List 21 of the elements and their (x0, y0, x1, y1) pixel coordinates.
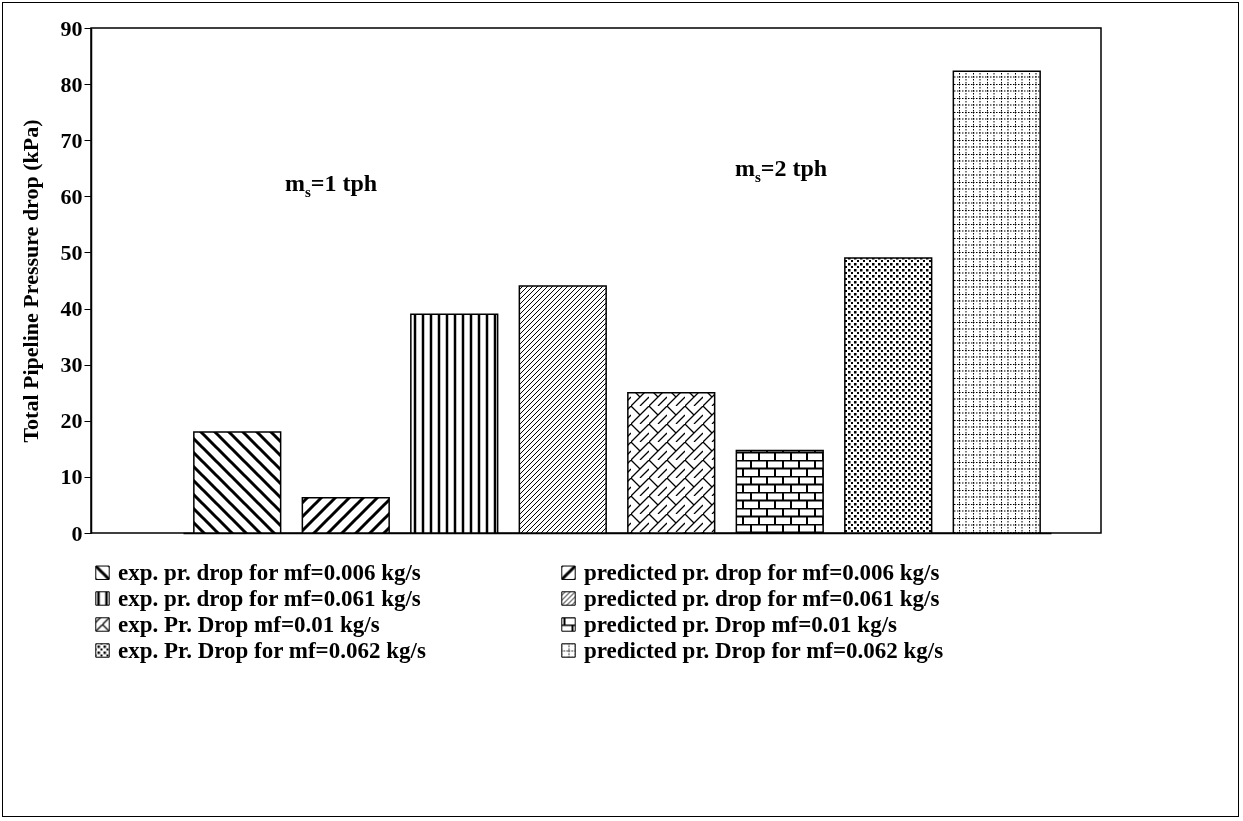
y-tick-label: 0 (71, 520, 83, 546)
y-tick-label: 40 (60, 296, 83, 322)
legend-label: predicted pr. Drop mf=0.01 kg/s (584, 611, 898, 637)
y-tick-label: 10 (60, 464, 83, 490)
legend-label: predicted pr. Drop for mf=0.062 kg/s (584, 637, 944, 663)
y-tick-label: 20 (60, 408, 83, 434)
legend-label: predicted pr. drop for mf=0.061 kg/s (584, 585, 940, 611)
legend-label: exp. Pr. Drop mf=0.01 kg/s (118, 611, 380, 637)
annotation: m$_{s}$=1 tph (285, 170, 378, 201)
y-tick-label: 50 (60, 239, 83, 265)
y-tick-label: 60 (60, 183, 83, 209)
legend-label: predicted pr. drop for mf=0.006 kg/s (584, 559, 940, 585)
y-tick-label: 70 (60, 127, 83, 153)
annotation: m$_{s}$=2 tph (735, 155, 828, 186)
y-axis-title: Total Pipeline Pressure drop (kPa) (17, 119, 43, 443)
y-tick-label: 80 (60, 71, 83, 97)
legend-label: exp. pr. drop for mf=0.006 kg/s (118, 559, 421, 585)
y-tick-label: 90 (60, 15, 83, 41)
legend-label: exp. pr. drop for mf=0.061 kg/s (118, 585, 421, 611)
y-tick-label: 30 (60, 352, 83, 378)
legend-label: exp. Pr. Drop for mf=0.062 kg/s (118, 637, 426, 663)
